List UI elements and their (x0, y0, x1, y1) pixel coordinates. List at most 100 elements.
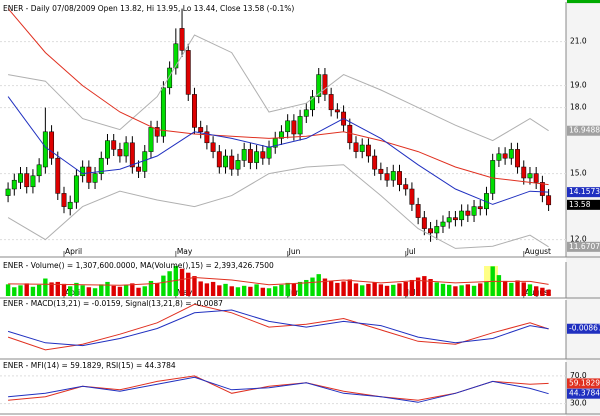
overlay-line (8, 276, 549, 286)
volume-bar (43, 278, 48, 296)
candle-body (179, 28, 185, 51)
volume-bar (229, 286, 234, 296)
volume-bar (30, 286, 36, 296)
candle-body (216, 151, 222, 168)
volume-bar (148, 280, 154, 296)
candle-body (80, 166, 86, 177)
candle-body (365, 144, 371, 157)
volume-bar (465, 284, 471, 296)
price-label: 13.58 (569, 200, 591, 209)
candle-body (123, 142, 129, 157)
candle-body (490, 160, 496, 194)
x-tick-label: May (177, 288, 193, 297)
volume-bar (154, 282, 160, 296)
volume-bar (123, 284, 129, 296)
indicator-line (7, 303, 549, 351)
price-label-box (567, 378, 600, 389)
candle-body (11, 179, 17, 190)
volume-bar (471, 285, 477, 296)
volume-bar (55, 281, 60, 296)
volume-bar (347, 279, 352, 296)
candle-body (527, 173, 533, 179)
candle-body (18, 173, 23, 183)
overlay-line (8, 34, 549, 142)
price-label: 44.3784 (569, 389, 600, 398)
volume-bar (440, 283, 446, 296)
candle-body (477, 206, 483, 210)
volume-bar (241, 285, 247, 296)
volume-bar (397, 283, 402, 296)
candle-body (322, 74, 328, 95)
candle-body (49, 131, 55, 159)
candle-body (67, 201, 73, 210)
price-label: 14.1573 (569, 187, 600, 196)
indicator-line (8, 376, 549, 403)
y-tick-label: 30.0 (570, 399, 587, 408)
volume-bar (360, 285, 365, 296)
candle-body (266, 146, 272, 159)
volume-bar (384, 285, 390, 296)
candle-body (254, 151, 260, 163)
candle-body (30, 175, 36, 188)
candle-body (316, 74, 322, 97)
volume-bar (540, 287, 545, 296)
volume-bar (12, 287, 17, 296)
volume-bar (254, 284, 259, 296)
panel-title: ENER - Daily 07/08/2009 Open 13.82, Hi 1… (3, 4, 294, 13)
panel-title: ENER - MFI(14) = 59.1829, RSI(15) = 44.3… (3, 361, 176, 370)
candle-body (452, 217, 458, 221)
candle-body (204, 131, 210, 144)
volume-bar (161, 275, 166, 296)
candle-body (198, 127, 204, 133)
volume-bar (459, 285, 464, 296)
candle-body (173, 43, 179, 69)
candle-body (260, 151, 266, 159)
volume-bar (192, 276, 197, 296)
candle-body (471, 206, 477, 216)
volume-bar (186, 272, 191, 296)
volume-bar (533, 286, 539, 296)
candle-body (502, 153, 508, 159)
candle-body (409, 188, 415, 205)
candle-body (185, 50, 191, 95)
candle-body (24, 173, 30, 188)
volume-bar (74, 282, 79, 296)
y-tick-label: 18.0 (570, 103, 587, 112)
volume-bar (61, 283, 67, 296)
candle-body (148, 127, 154, 152)
candle-body (297, 116, 303, 135)
candle-body (465, 210, 471, 216)
candle-body (334, 109, 340, 113)
volume-bar (92, 288, 98, 296)
volume-bar (86, 287, 92, 296)
volume-bar (167, 271, 172, 296)
volume-bar (99, 284, 104, 296)
candle-body (117, 149, 123, 157)
candle-body (415, 204, 421, 218)
y-tick-label: 12.0 (570, 235, 587, 244)
volume-bar (235, 287, 241, 296)
x-tick-label: Jul (406, 247, 416, 256)
candle-body (459, 210, 465, 221)
volume-bar (335, 282, 340, 296)
candle-body (111, 140, 117, 150)
candle-body (353, 142, 359, 152)
candle-body (533, 173, 539, 183)
candle-body (440, 221, 446, 227)
volume-bar (372, 282, 377, 296)
candle-body (291, 120, 297, 135)
volume-bar (80, 285, 85, 296)
price-label-box (567, 241, 600, 252)
volume-bar (527, 284, 533, 296)
x-tick-label: April (65, 288, 82, 297)
candle-body (61, 193, 67, 207)
candle-body (142, 151, 148, 172)
panel-title: ENER - Volume() = 1,307,600.0000, MA(Vol… (3, 261, 274, 270)
x-tick-label: May (177, 247, 193, 256)
volume-bar (210, 281, 216, 296)
volume-bar (496, 275, 502, 296)
candle-body (160, 87, 166, 137)
volume-bar (316, 274, 321, 296)
volume-bar (18, 285, 23, 296)
candle-body (372, 155, 378, 170)
